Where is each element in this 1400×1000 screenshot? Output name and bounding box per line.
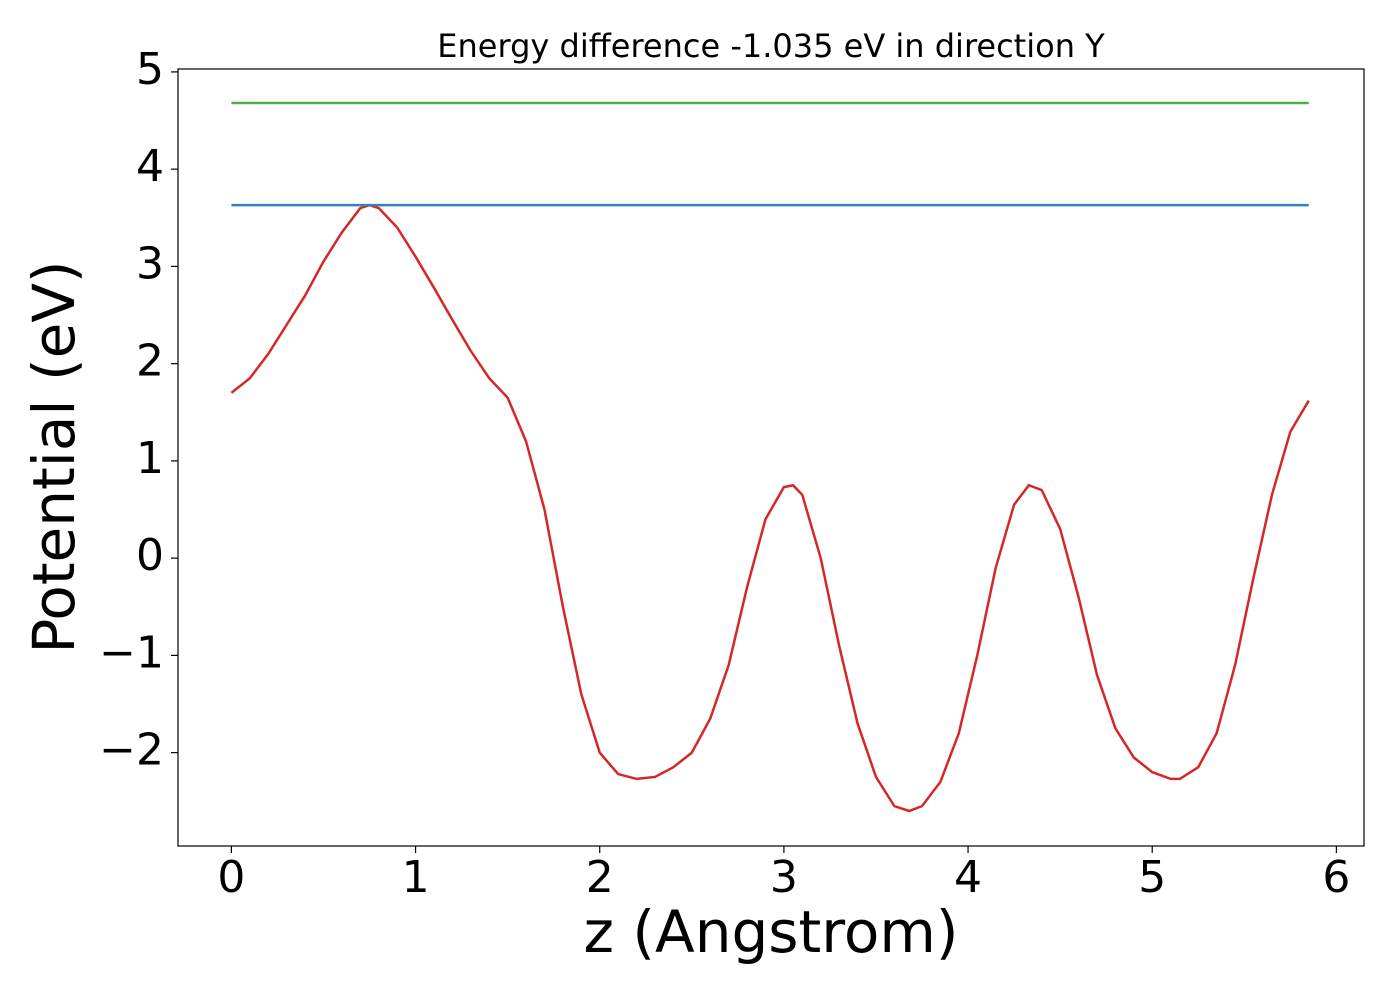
x-tick-label: 6 — [1322, 852, 1350, 903]
x-axis-label: z (Angstrom) — [584, 898, 959, 966]
x-tick-label: 3 — [770, 852, 798, 903]
y-tick-label: −2 — [99, 725, 164, 776]
y-tick-label: 2 — [136, 336, 164, 387]
data-line — [230, 203, 1310, 813]
x-tick-label: 2 — [586, 852, 614, 903]
x-tick-label: 5 — [1138, 852, 1166, 903]
y-axis-label: Potential (eV) — [20, 260, 88, 653]
chart-title: Energy difference -1.035 eV in direction… — [437, 27, 1105, 65]
y-tick-label: 4 — [136, 141, 164, 192]
y-tick-label: 0 — [136, 530, 164, 581]
y-tick-label: 5 — [136, 44, 164, 95]
plot-frame — [177, 68, 1365, 847]
y-tick-label: 3 — [136, 238, 164, 289]
y-tick-label: −1 — [99, 627, 164, 678]
x-tick-label: 1 — [402, 852, 430, 903]
x-tick-label: 4 — [954, 852, 982, 903]
x-tick-label: 0 — [217, 852, 245, 903]
y-tick-label: 1 — [136, 433, 164, 484]
